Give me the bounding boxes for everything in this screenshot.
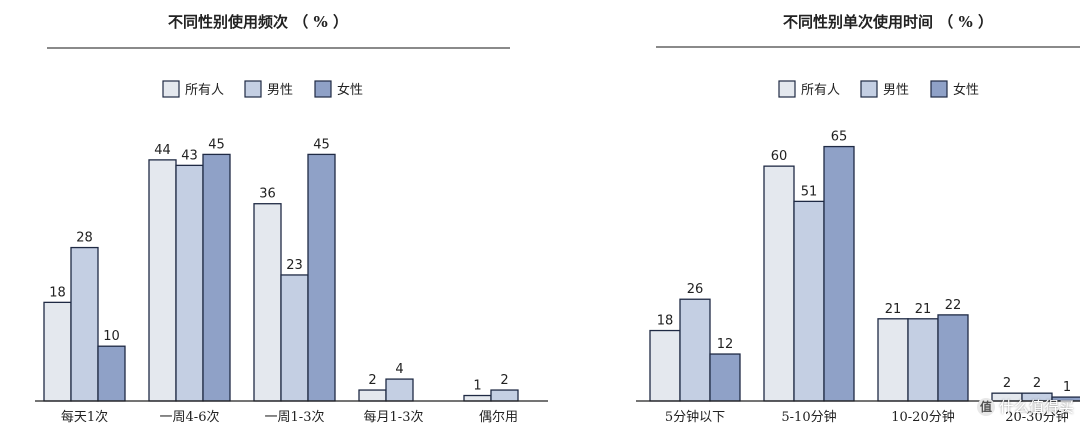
bar bbox=[385, 378, 414, 402]
legend-swatch bbox=[860, 80, 878, 98]
bar bbox=[823, 145, 855, 402]
data-label: 21 bbox=[915, 302, 932, 317]
data-label: 2 bbox=[1033, 376, 1041, 391]
data-label: 1 bbox=[473, 379, 481, 394]
data-label: 1 bbox=[1063, 380, 1071, 395]
watermark-text: 什么值得买 bbox=[998, 398, 1074, 416]
data-label: 28 bbox=[76, 231, 93, 246]
category-label: 10-20分钟 bbox=[891, 409, 954, 425]
legend-label: 女性 bbox=[953, 82, 979, 98]
bar bbox=[793, 200, 825, 402]
chart-session-duration: 不同性别单次使用时间 （ % ）所有人 男性 女性 18 26 12 5分钟以下 60 51 65… bbox=[600, 0, 1080, 431]
bar bbox=[70, 246, 99, 402]
data-label: 21 bbox=[885, 302, 902, 317]
legend-label: 男性 bbox=[883, 83, 909, 98]
data-label: 18 bbox=[657, 314, 674, 329]
chart-title: 不同性别单次使用时间 （ % ） bbox=[783, 13, 993, 31]
bar bbox=[463, 394, 492, 402]
category-label: 每月1-3次 bbox=[364, 409, 424, 425]
legend-swatch bbox=[244, 80, 262, 98]
legend-label: 男性 bbox=[267, 83, 293, 98]
legend-item: 女性 bbox=[314, 80, 363, 98]
data-label: 12 bbox=[717, 337, 734, 352]
bar bbox=[763, 165, 795, 402]
data-label: 60 bbox=[771, 149, 788, 164]
bar bbox=[649, 329, 681, 402]
legend-item: 所有人 bbox=[162, 80, 224, 98]
data-label: 65 bbox=[831, 130, 848, 145]
bar bbox=[253, 203, 282, 402]
data-label: 26 bbox=[687, 282, 704, 297]
bar bbox=[307, 153, 336, 402]
data-label: 43 bbox=[181, 148, 198, 163]
watermark-logo-icon: 值 bbox=[976, 397, 995, 416]
bar bbox=[97, 345, 126, 402]
legend-item: 男性 bbox=[244, 80, 293, 98]
bar bbox=[709, 353, 741, 402]
bar bbox=[490, 389, 519, 402]
data-label: 44 bbox=[154, 143, 171, 158]
category-label: 5分钟以下 bbox=[665, 409, 725, 425]
legend-swatch bbox=[778, 80, 796, 98]
bar bbox=[280, 274, 309, 402]
data-label: 4 bbox=[395, 362, 403, 377]
bar bbox=[148, 159, 177, 402]
legend-swatch bbox=[930, 80, 948, 98]
bar bbox=[937, 314, 969, 402]
category-label: 一周4-6次 bbox=[160, 409, 220, 425]
legend-label: 女性 bbox=[337, 82, 363, 98]
bar bbox=[907, 318, 939, 402]
bar bbox=[202, 153, 231, 402]
data-label: 51 bbox=[801, 184, 818, 199]
data-label: 36 bbox=[259, 187, 276, 202]
category-label: 5-10分钟 bbox=[781, 409, 836, 425]
data-label: 22 bbox=[945, 298, 962, 313]
legend-swatch bbox=[162, 80, 180, 98]
chart-usage-frequency: 不同性别使用频次 （ % ） 所有人 男性 女性 18 28 10 每天1次 44 43 45 一周4… bbox=[35, 13, 548, 425]
bar bbox=[43, 301, 72, 402]
watermark: 值 什么值得买 bbox=[976, 396, 1074, 417]
data-label: 10 bbox=[103, 329, 120, 344]
legend-item: 女性 bbox=[930, 80, 979, 98]
category-label: 每天1次 bbox=[61, 409, 108, 425]
category-label: 20-30分钟 bbox=[1005, 409, 1068, 425]
bar bbox=[175, 164, 204, 402]
data-label: 2 bbox=[1003, 376, 1011, 391]
legend-item: 所有人 bbox=[778, 80, 840, 98]
data-label: 45 bbox=[208, 137, 225, 152]
legend-swatch bbox=[314, 80, 332, 98]
legend-label: 所有人 bbox=[185, 83, 224, 98]
legend-item: 男性 bbox=[860, 80, 909, 98]
data-label: 23 bbox=[286, 258, 303, 273]
category-label: 偶尔用 bbox=[479, 410, 518, 425]
data-label: 2 bbox=[500, 373, 508, 388]
bar bbox=[358, 389, 387, 402]
legend-label: 所有人 bbox=[801, 83, 840, 98]
bar bbox=[877, 318, 909, 402]
data-label: 2 bbox=[368, 373, 376, 388]
data-label: 18 bbox=[49, 285, 66, 300]
chart-session-duration-svg: 不同性别单次使用时间 （ % ）所有人 男性 女性1826125分钟以下605165… bbox=[636, 13, 1080, 425]
data-label: 45 bbox=[313, 137, 330, 152]
category-label: 一周1-3次 bbox=[265, 409, 325, 425]
chart-usage-frequency-svg: 不同性别使用频次 （ % ） 所有人 男性 女性 18 28 10 每天1次 44 43 45 一周4… bbox=[35, 13, 548, 425]
chart-title: 不同性别使用频次 （ % ） bbox=[168, 13, 348, 31]
bar bbox=[679, 298, 711, 402]
